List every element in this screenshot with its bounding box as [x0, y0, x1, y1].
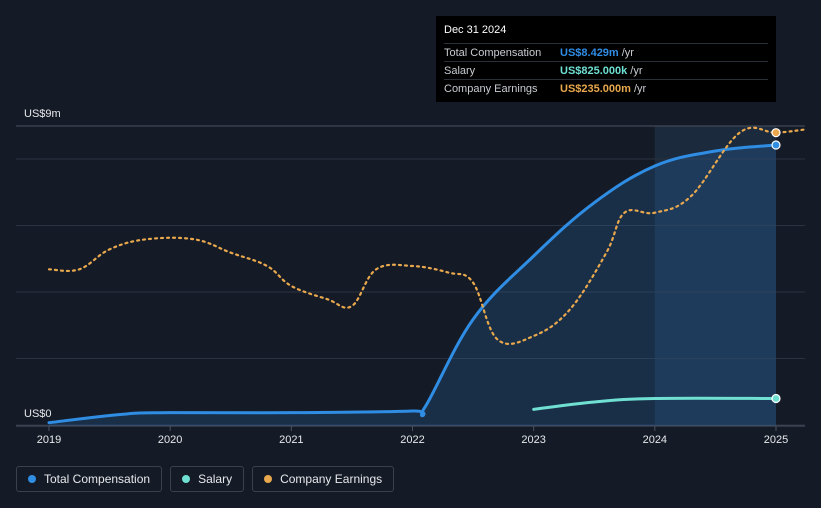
tooltip-label: Salary — [444, 64, 476, 77]
x-tick-label: 2020 — [158, 434, 182, 446]
series-marker-total-compensation — [771, 140, 781, 150]
tooltip-unit: /yr — [630, 64, 643, 77]
tooltip: Dec 31 2024 Total Compensation US$8.429m… — [436, 16, 776, 102]
legend-label: Company Earnings — [280, 472, 383, 486]
tooltip-row-company-earnings: Company Earnings US$235.000m /yr — [444, 79, 768, 97]
legend-dot-icon — [28, 475, 36, 483]
tooltip-label: Company Earnings — [444, 82, 538, 95]
legend-item-company-earnings[interactable]: Company Earnings — [252, 466, 395, 492]
tooltip-row-total-compensation: Total Compensation US$8.429m /yr — [444, 43, 768, 61]
x-tick-label: 2024 — [643, 434, 667, 446]
legend-label: Total Compensation — [44, 472, 151, 486]
legend-dot-icon — [182, 475, 191, 483]
tooltip-value: US$825.000k — [560, 64, 628, 77]
tooltip-value: US$8.429m — [560, 46, 619, 59]
legend-item-salary[interactable]: Salary — [170, 466, 245, 492]
legend: Total Compensation Salary Company Earnin… — [16, 466, 395, 492]
series-area-total-compensation — [49, 145, 776, 427]
series-line-salary — [532, 396, 778, 411]
x-tick-label: 2023 — [521, 434, 545, 446]
series-marker-salary — [771, 393, 781, 404]
legend-dot-icon — [264, 475, 273, 483]
tooltip-value: US$235.000m — [560, 82, 631, 95]
series-marker-company-earnings — [771, 128, 781, 138]
highlight-band — [654, 126, 776, 426]
x-tick-label: 2019 — [37, 434, 61, 446]
tooltip-date: Dec 31 2024 — [444, 24, 507, 36]
series-line-total-compensation — [47, 143, 778, 425]
tooltip-unit: /yr — [621, 46, 634, 59]
tooltip-unit: /yr — [633, 82, 647, 95]
legend-label: Salary — [198, 472, 233, 486]
y-axis-max-label: US$9m — [24, 108, 61, 120]
x-tick-label: 2021 — [279, 434, 303, 446]
legend-item-total-compensation[interactable]: Total Compensation — [16, 466, 163, 492]
y-axis-min-label: US$0 — [24, 408, 52, 420]
tooltip-row-salary: Salary US$825.000k /yr — [444, 61, 768, 79]
x-tick-label: 2022 — [400, 434, 424, 446]
tooltip-label: Total Compensation — [444, 46, 542, 59]
x-tick-label: 2025 — [764, 434, 788, 446]
series-line-company-earnings — [47, 126, 808, 346]
